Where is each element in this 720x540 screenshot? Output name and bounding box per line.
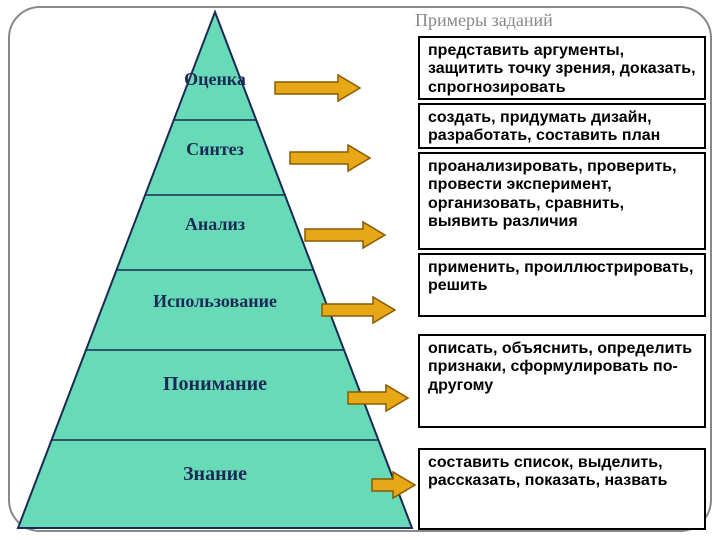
- pyramid-level-label: Анализ: [115, 214, 315, 235]
- arrow-icon: [305, 222, 385, 248]
- task-example-box: применить, проиллюстрировать, решить: [418, 253, 706, 317]
- task-example-box: описать, объяснить, определить признаки,…: [418, 334, 706, 428]
- task-example-box: проанализировать, проверить, провести эк…: [418, 152, 706, 250]
- pyramid-level-label: Понимание: [115, 373, 315, 396]
- task-example-box: составить список, выделить, рассказать, …: [418, 448, 706, 530]
- pyramid-level-label: Оценка: [115, 69, 315, 90]
- task-example-box: представить аргументы, защитить точку зр…: [418, 36, 706, 100]
- pyramid-level-label: Синтез: [115, 139, 315, 160]
- pyramid-level-label: Использование: [115, 291, 315, 312]
- pyramid-level-label: Знание: [115, 463, 315, 486]
- task-example-box: создать, придумать дизайн, разработать, …: [418, 103, 706, 149]
